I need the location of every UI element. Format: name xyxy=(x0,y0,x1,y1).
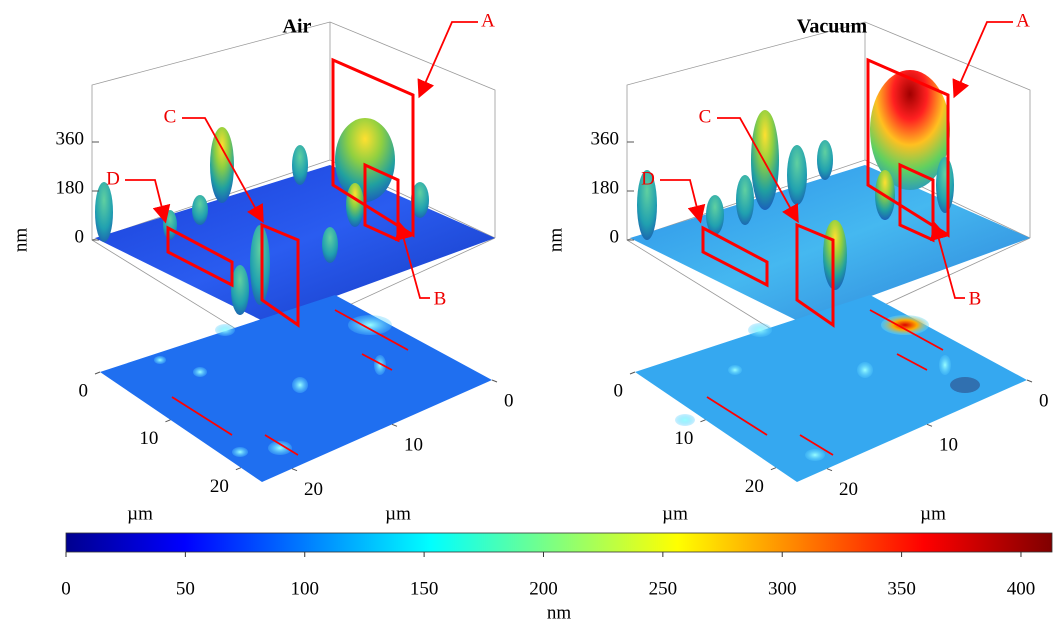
x-axis-label: µm xyxy=(920,503,946,524)
colorbar-tick-label: 150 xyxy=(410,578,439,599)
surface-peak xyxy=(192,195,208,225)
surface-peak xyxy=(231,265,249,315)
map-spot xyxy=(292,377,308,393)
surface-peak xyxy=(292,145,308,185)
x-tick-label: 0 xyxy=(504,390,514,411)
y-axis-label: µm xyxy=(662,503,688,524)
y-tick xyxy=(630,372,635,374)
colorbar-tick-label: 250 xyxy=(649,578,678,599)
x-tick xyxy=(292,469,297,471)
z-tick-label: 0 xyxy=(75,226,85,247)
surface-peak xyxy=(250,225,270,305)
z-axis-label: nm xyxy=(545,228,566,253)
map-spot xyxy=(939,355,951,375)
annotation: A xyxy=(481,10,495,31)
arrow-a xyxy=(955,22,1013,95)
y-tick-label: 0 xyxy=(79,380,89,401)
x-tick-label: 10 xyxy=(939,435,958,456)
annotation: C xyxy=(699,106,712,127)
arrow-d xyxy=(660,180,700,220)
x-axis-label: µm xyxy=(385,503,411,524)
map-spot xyxy=(348,315,392,335)
map-spot xyxy=(728,365,742,375)
x-tick-label: 0 xyxy=(1039,390,1049,411)
colorbar-bar xyxy=(66,533,1052,552)
annotation: C xyxy=(164,106,177,127)
z-tick-label: 180 xyxy=(56,177,85,198)
colorbar-label: nm xyxy=(547,602,572,623)
colorbar-tick-label: 0 xyxy=(61,578,71,599)
surface-peak xyxy=(787,145,807,205)
colorbar-tick-label: 300 xyxy=(768,578,797,599)
colorbar-tick-label: 350 xyxy=(887,578,916,599)
map-spot xyxy=(857,362,873,378)
surface-peak xyxy=(163,210,177,240)
colorbar-tick-label: 50 xyxy=(176,578,195,599)
map-spot xyxy=(193,367,207,377)
colorbar-tick-label: 400 xyxy=(1007,578,1036,599)
map-spot xyxy=(215,324,235,336)
annotation: A xyxy=(1016,10,1030,31)
x-tick xyxy=(827,469,832,471)
map-spot xyxy=(805,449,825,461)
y-axis-label: µm xyxy=(127,503,153,524)
surface-peak xyxy=(346,183,364,227)
y-tick xyxy=(95,372,100,374)
annotation: D xyxy=(641,168,655,189)
y-tick xyxy=(165,420,170,422)
y-tick xyxy=(771,468,776,470)
z-tick-label: 180 xyxy=(591,177,620,198)
surface-peak xyxy=(817,140,833,180)
panel-title: Air xyxy=(283,16,312,38)
map-spot xyxy=(748,323,772,337)
surface-peak xyxy=(322,227,338,263)
annotation: D xyxy=(106,168,120,189)
colorbar-tick-label: 100 xyxy=(290,578,319,599)
annotation: B xyxy=(969,288,982,309)
z-tick-label: 0 xyxy=(610,226,620,247)
panel: Air 0 180 360 nm 0 10 20 µm 0 10 20 µm A B C D xyxy=(10,10,513,524)
y-tick-label: 20 xyxy=(745,476,764,497)
y-tick-label: 0 xyxy=(614,380,624,401)
z-tick-label: 360 xyxy=(591,128,620,149)
x-tick xyxy=(392,424,397,426)
map-spot xyxy=(675,414,695,426)
map-spot xyxy=(232,447,248,457)
map-spot xyxy=(154,356,166,364)
arrow-d xyxy=(125,180,165,220)
surface-peak xyxy=(736,175,754,225)
x-tick-label: 20 xyxy=(839,479,858,500)
z-axis-label: nm xyxy=(10,228,31,253)
annotation: B xyxy=(434,288,447,309)
map-spot xyxy=(881,315,929,335)
x-tick-label: 20 xyxy=(304,479,323,500)
surface-peak xyxy=(936,157,954,213)
y-tick-label: 10 xyxy=(674,428,693,449)
colorbar-tick-label: 200 xyxy=(529,578,558,599)
y-tick-label: 10 xyxy=(139,428,158,449)
surface-peak xyxy=(823,220,847,290)
map-spot xyxy=(950,377,980,393)
surface-peak xyxy=(751,110,779,210)
y-tick xyxy=(700,420,705,422)
y-tick-label: 20 xyxy=(210,476,229,497)
y-tick xyxy=(236,468,241,470)
x-tick xyxy=(1027,380,1032,382)
figure: Air 0 180 360 nm 0 10 20 µm 0 10 20 µm A B C D Vacuum 0 180… xyxy=(0,0,1055,628)
surface-peak xyxy=(706,195,724,235)
panel: Vacuum 0 180 360 nm 0 10 20 µm 0 10 20 µm A B C D xyxy=(545,10,1048,524)
z-tick-label: 360 xyxy=(56,128,85,149)
x-tick xyxy=(927,424,932,426)
panel-title: Vacuum xyxy=(797,16,868,38)
x-tick-label: 10 xyxy=(404,435,423,456)
x-tick xyxy=(492,380,497,382)
arrow-a xyxy=(420,22,478,95)
